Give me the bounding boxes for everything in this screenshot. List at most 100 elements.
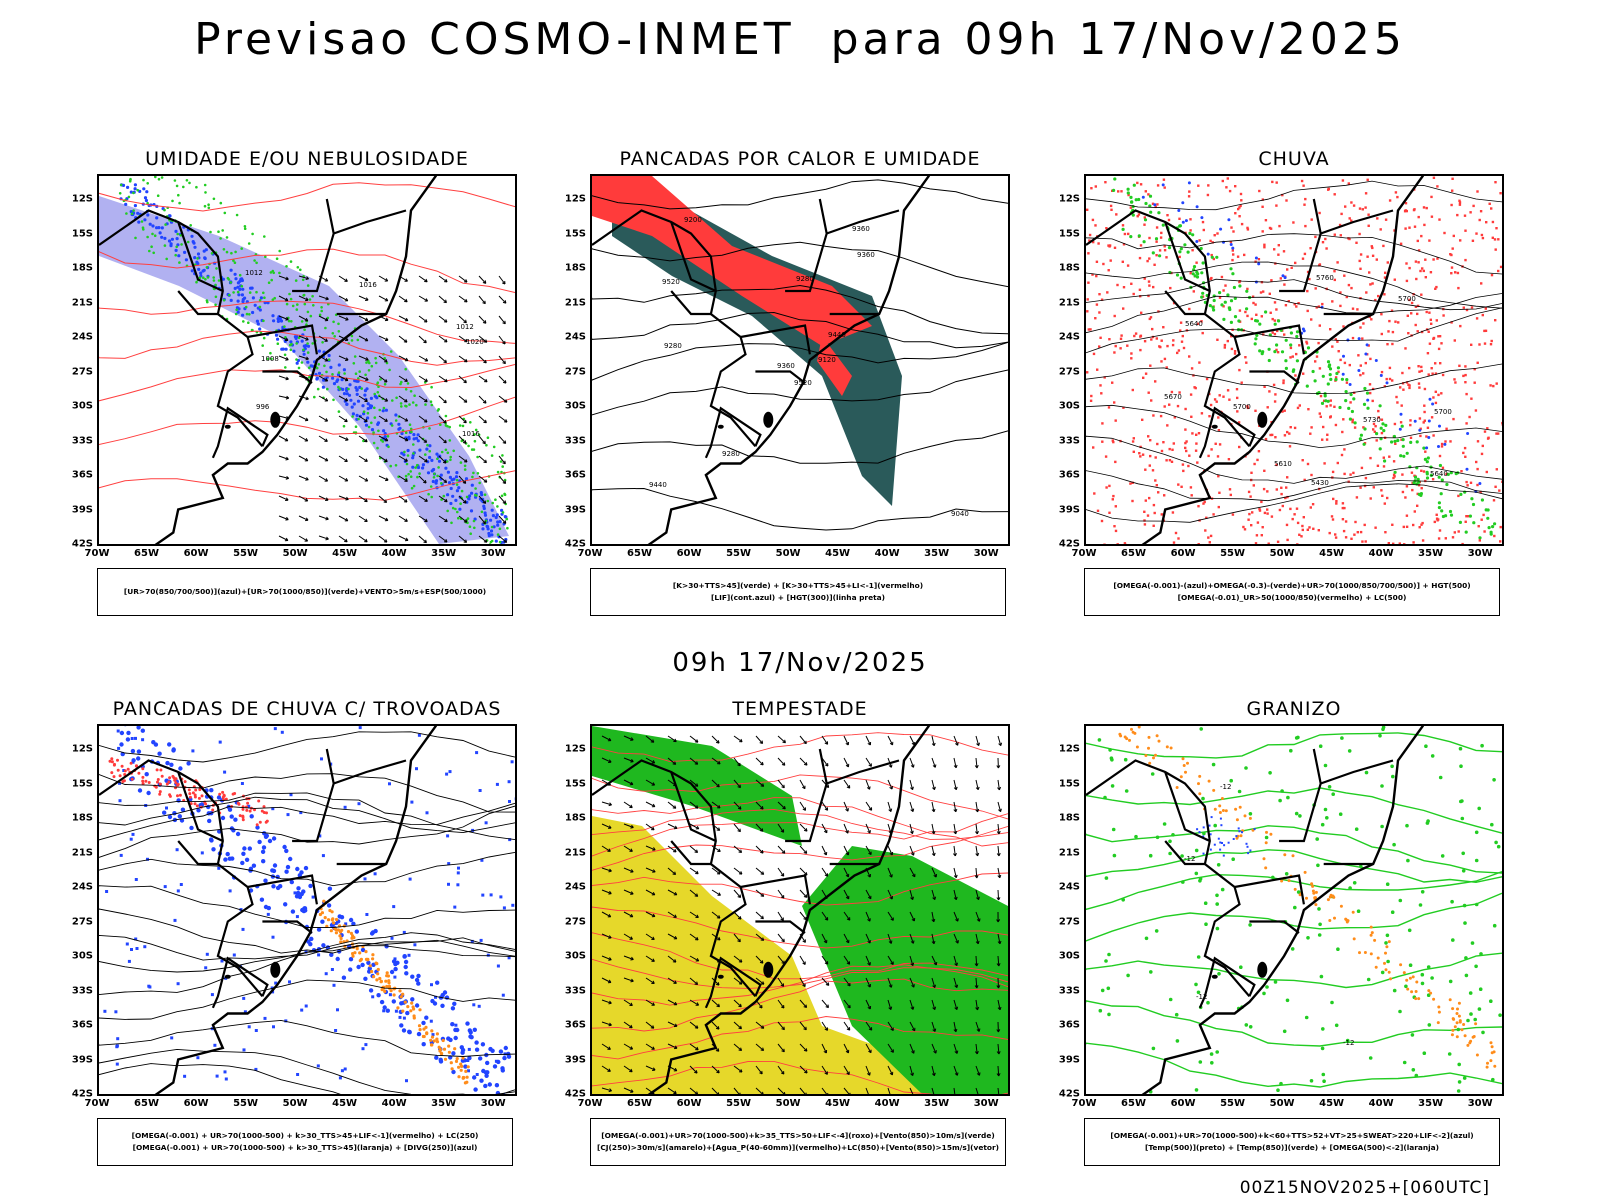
wind-arrowhead [955, 940, 959, 944]
wind-arrowhead [650, 739, 655, 743]
shaded-cell [1097, 738, 1102, 742]
shaded-cell [1460, 470, 1463, 473]
shaded-cell [1367, 224, 1370, 227]
wind-vector [733, 757, 741, 767]
shaded-cell [1239, 192, 1243, 196]
wind-arrowhead [503, 399, 508, 403]
shaded-cell [1392, 460, 1396, 463]
shaded-cell [1161, 183, 1165, 187]
wind-arrowhead [324, 438, 328, 442]
shaded-cell [1407, 332, 1410, 335]
shaded-cell [1202, 502, 1205, 505]
shaded-cell [258, 820, 262, 824]
shaded-cell [306, 284, 310, 287]
wind-vector [909, 911, 915, 922]
shaded-cell [468, 1030, 473, 1035]
lon-tick-label: 35W [1418, 1098, 1444, 1109]
wind-vector [689, 757, 699, 765]
shaded-cell [176, 982, 180, 986]
shaded-cell [337, 363, 341, 367]
shaded-cell [494, 539, 498, 543]
shaded-cell [225, 851, 230, 857]
shaded-cell [169, 244, 173, 248]
shaded-cell [242, 320, 245, 323]
wind-arrowhead [738, 849, 743, 853]
shaded-cell [496, 470, 500, 474]
shaded-cell [157, 226, 161, 230]
panel-title: GRANIZO [1246, 698, 1342, 720]
shaded-cell [1416, 312, 1419, 316]
shaded-cell [1226, 339, 1229, 343]
shaded-cell [1340, 377, 1344, 381]
shaded-cell [1273, 400, 1277, 403]
shaded-cell [357, 802, 361, 806]
wind-vector [689, 1043, 699, 1051]
wind-vector [931, 933, 935, 944]
shaded-cell [1436, 185, 1439, 188]
shaded-cell [1126, 973, 1130, 978]
shaded-cell [460, 489, 464, 493]
wind-arrowhead [868, 1027, 873, 1031]
shaded-cell [473, 433, 476, 436]
shaded-cell [403, 450, 406, 454]
wind-arrowhead [364, 538, 368, 543]
wind-arrowhead [849, 1092, 851, 1094]
shaded-cell [490, 508, 494, 512]
shaded-cell [1148, 236, 1151, 240]
shaded-cell [1139, 335, 1142, 338]
shaded-cell [293, 891, 297, 895]
shaded-cell [1239, 965, 1243, 969]
shaded-cell [167, 814, 173, 820]
shaded-cell [1456, 1007, 1459, 1011]
shaded-cell [1109, 259, 1112, 262]
wind-vector [398, 315, 409, 322]
wind-vector [887, 955, 894, 965]
shaded-cell [1247, 518, 1250, 521]
shaded-cell [1296, 543, 1299, 544]
shaded-cell [1497, 269, 1500, 273]
shaded-cell [254, 1029, 258, 1032]
shaded-cell [1427, 436, 1431, 439]
wind-arrowhead [824, 741, 829, 745]
shaded-cell [1181, 220, 1185, 224]
wind-arrowhead [502, 480, 507, 484]
contour-line [1086, 849, 1502, 884]
wind-arrowhead [674, 1045, 678, 1050]
shaded-cell [1486, 1061, 1489, 1065]
shaded-cell [1416, 477, 1420, 481]
shaded-cell [135, 947, 139, 950]
shaded-cell [404, 474, 408, 478]
shaded-cell [1328, 367, 1333, 371]
shaded-cell [1218, 491, 1221, 494]
shaded-cell [1160, 449, 1164, 453]
shaded-cell [1113, 401, 1116, 404]
shaded-cell [1272, 383, 1276, 387]
shaded-cell [219, 237, 222, 240]
state-border [262, 370, 313, 384]
wind-vector [909, 999, 914, 1010]
shaded-cell [1333, 270, 1336, 273]
shaded-cell [1396, 195, 1399, 199]
wind-arrowhead [910, 786, 914, 791]
shaded-cell [1110, 208, 1113, 211]
shaded-cell [1220, 303, 1224, 307]
shaded-cell [1213, 843, 1216, 846]
wind-arrowhead [890, 1027, 894, 1031]
shaded-cell [1401, 438, 1405, 442]
shaded-cell [1422, 269, 1425, 273]
wind-vector [821, 1065, 828, 1075]
shaded-cell [472, 471, 475, 475]
wind-vector [733, 911, 742, 920]
shaded-cell [1328, 919, 1332, 922]
shaded-cell [1204, 922, 1208, 926]
shaded-cell [1437, 506, 1441, 510]
shaded-cell [374, 356, 377, 360]
wind-arrowhead [404, 378, 408, 382]
shaded-cell [1414, 997, 1418, 1001]
shaded-cell [481, 893, 485, 897]
wind-vector [498, 395, 508, 403]
shaded-cell [1215, 926, 1220, 931]
shaded-cell [410, 430, 413, 434]
shaded-cell [1289, 748, 1293, 753]
shaded-cell [197, 796, 201, 800]
